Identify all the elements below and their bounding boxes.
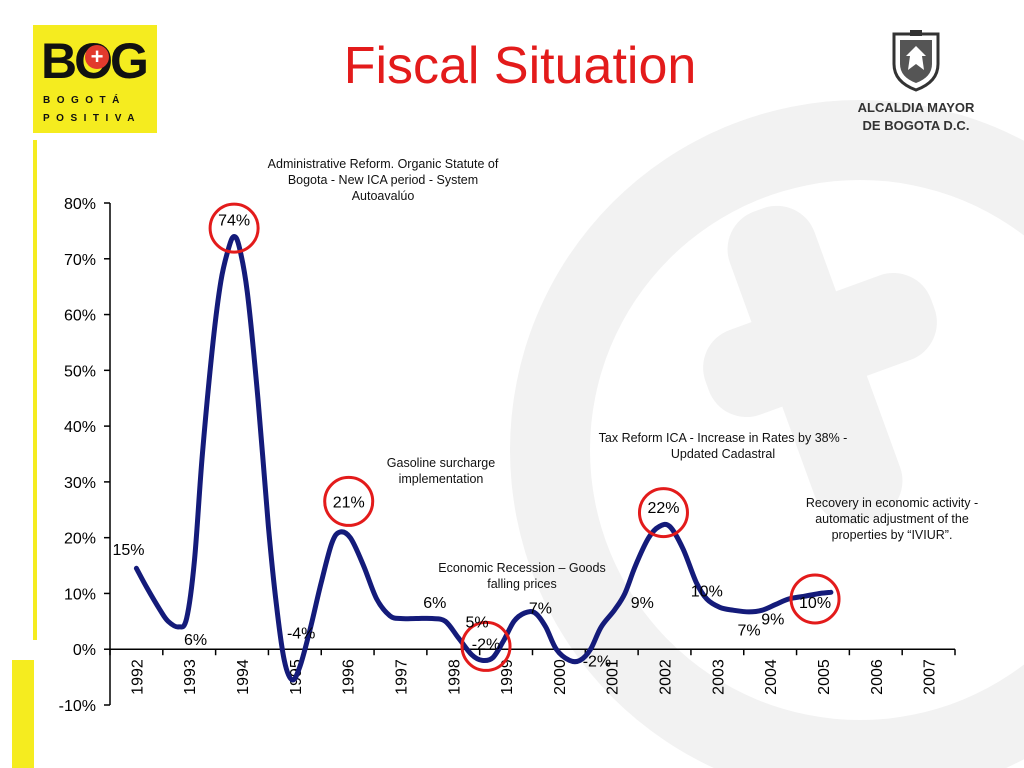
- annotation-recovery: Recovery in economic activity - automati…: [805, 496, 979, 542]
- y-tick-label: 0%: [73, 642, 96, 659]
- x-tick-label: 2004: [763, 659, 780, 695]
- data-label: 21%: [333, 494, 365, 511]
- x-tick-label: 1996: [341, 659, 358, 695]
- annotation-admin-reform: Administrative Reform. Organic Statute o…: [267, 157, 499, 203]
- data-label: 6%: [423, 595, 446, 612]
- x-tick-label: 1993: [182, 659, 199, 695]
- logo-plus-icon: +: [85, 45, 109, 69]
- x-tick-label: 2001: [605, 659, 622, 695]
- series-line: [133, 234, 834, 683]
- highlight-circle: [460, 620, 512, 672]
- logo-sub-text-1: BOGOTÁ: [43, 95, 126, 106]
- y-tick-label: 70%: [64, 252, 96, 269]
- x-tick-label: 1992: [129, 659, 146, 695]
- logo-sub-text-2: POSITIVA: [43, 113, 141, 124]
- y-tick-label: 60%: [64, 308, 96, 325]
- page-title: Fiscal Situation: [343, 37, 697, 95]
- x-tick-label: 2000: [552, 659, 569, 695]
- yellow-accent-bar: [33, 140, 37, 640]
- alcaldia-line-2: DE BOGOTA D.C.: [862, 118, 970, 133]
- data-label: 15%: [112, 542, 144, 559]
- data-label: 5%: [465, 614, 488, 631]
- data-label: 9%: [761, 612, 784, 629]
- yellow-accent-block: [12, 660, 34, 768]
- x-tick-label: 1997: [393, 659, 410, 695]
- alcaldia-logo: ALCALDIA MAYOR DE BOGOTA D.C.: [846, 30, 986, 133]
- data-label: 6%: [184, 632, 207, 649]
- data-label: 10%: [799, 595, 831, 612]
- highlight-circle: [208, 202, 260, 254]
- annotation-tax-reform: Tax Reform ICA - Increase in Rates by 38…: [598, 431, 848, 461]
- data-label: -2%: [472, 637, 500, 654]
- y-tick-label: 50%: [64, 363, 96, 380]
- y-tick-label: 20%: [64, 531, 96, 548]
- y-tick-label: -10%: [59, 698, 96, 715]
- coat-of-arms-icon: [892, 30, 940, 92]
- y-tick-label: 10%: [64, 586, 96, 603]
- y-tick-label: 80%: [64, 196, 96, 213]
- highlight-circle: [637, 487, 689, 539]
- data-label: -4%: [287, 625, 315, 642]
- annotation-economic-recession: Economic Recession – Goods falling price…: [438, 561, 606, 591]
- data-label: -2%: [583, 653, 611, 670]
- data-label: 22%: [647, 500, 679, 517]
- data-label: 10%: [691, 584, 723, 601]
- x-tick-label: 1994: [235, 659, 252, 695]
- x-tick-label: 2007: [922, 659, 939, 695]
- highlight-circle: [789, 573, 841, 625]
- x-tick-label: 2005: [816, 659, 833, 695]
- data-label: 7%: [737, 623, 760, 640]
- x-tick-label: 2003: [710, 659, 727, 695]
- data-label: 9%: [631, 595, 654, 612]
- y-tick-label: 40%: [64, 419, 96, 436]
- annotation-gasoline-surcharge: Gasoline surcharge implementation: [386, 456, 496, 486]
- alcaldia-line-1: ALCALDIA MAYOR: [857, 100, 975, 115]
- x-tick-label: 2002: [658, 659, 675, 695]
- data-label: 7%: [529, 600, 552, 617]
- x-tick-label: 1998: [446, 659, 463, 695]
- x-tick-label: 2006: [869, 659, 886, 695]
- y-tick-label: 30%: [64, 475, 96, 492]
- highlight-circle: [323, 475, 375, 527]
- x-tick-label: 1999: [499, 659, 516, 695]
- data-label: 74%: [218, 213, 250, 230]
- bogota-positiva-logo: BOG + BOGOTÁ POSITIVA: [33, 25, 157, 133]
